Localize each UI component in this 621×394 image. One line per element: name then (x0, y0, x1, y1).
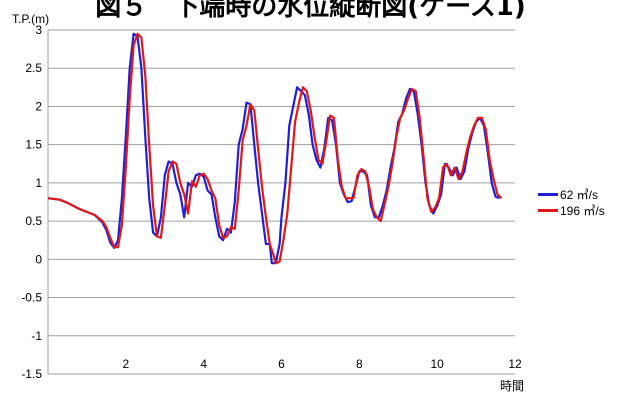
legend-label-series-1: 62 ㎥/s (560, 187, 599, 202)
y-tick-label: 2.5 (25, 61, 42, 75)
y-axis-label: T.P.(m) (12, 12, 50, 26)
y-tick-label: 1.5 (25, 138, 42, 152)
legend-swatch-series-1 (538, 192, 558, 196)
y-tick-label: -0.5 (21, 291, 42, 305)
y-tick-label: 0.5 (25, 214, 42, 228)
y-tick-label: 0 (35, 252, 42, 266)
y-tick-label: -1 (31, 329, 42, 343)
y-tick-label: 1 (35, 176, 42, 190)
x-axis-label: 時間 (500, 379, 525, 393)
x-tick-label: 2 (122, 357, 129, 371)
y-tick-label: 3 (35, 23, 42, 37)
x-tick-label: 8 (356, 357, 363, 371)
y-tick-label: 2 (35, 99, 42, 113)
legend-swatch-series-2 (538, 208, 558, 212)
y-tick-label: -1.5 (21, 367, 42, 381)
legend-item: 62 ㎥/s (538, 186, 605, 202)
x-tick-label: 10 (430, 357, 444, 371)
chart-title: 図５ 下端時の水位縦断図(ケース1) (95, 0, 526, 22)
legend: 62 ㎥/s 196 ㎥/s (538, 186, 605, 218)
legend-item: 196 ㎥/s (538, 202, 605, 218)
x-tick-label: 6 (278, 357, 285, 371)
x-tick-label: 12 (508, 357, 522, 371)
x-tick-label: 4 (200, 357, 207, 371)
legend-label-series-2: 196 ㎥/s (560, 203, 605, 218)
series-line-2 (47, 32, 503, 265)
